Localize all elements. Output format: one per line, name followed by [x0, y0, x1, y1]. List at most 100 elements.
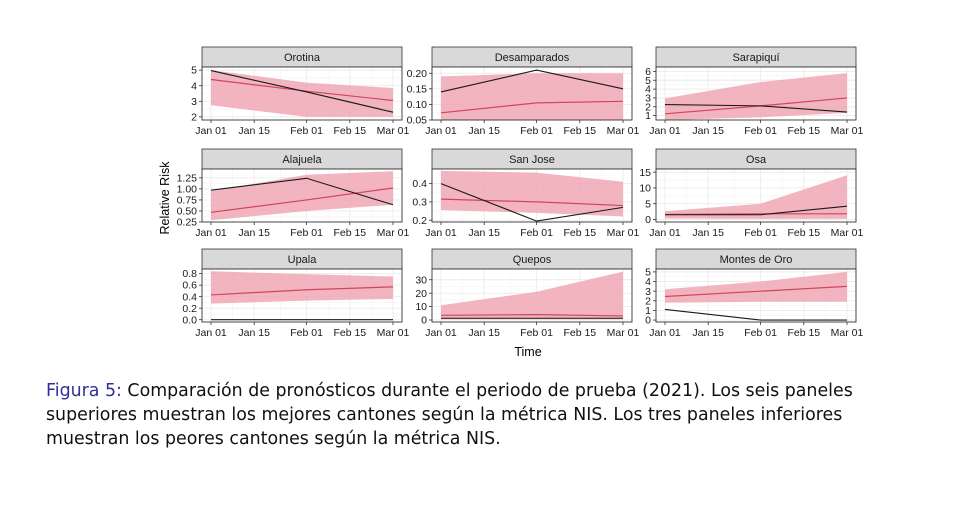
panel-border [431, 66, 633, 121]
observed-line [210, 70, 394, 113]
panel-border [431, 268, 633, 323]
panel-border [655, 168, 857, 223]
prediction-band [441, 73, 623, 120]
x-tick-label: Mar 01 [831, 227, 864, 239]
x-tick-label: Jan 01 [425, 227, 457, 239]
x-tick-label: Jan 01 [195, 327, 227, 339]
x-tick-label: Jan 01 [649, 227, 681, 239]
y-tick-label: 0.0 [182, 314, 197, 326]
x-tick-label: Mar 01 [607, 327, 640, 339]
panel-alajuela: Alajuela 0.250.500.751.001.25 Jan 01 Jan 15… [177, 148, 409, 239]
x-tick-label: Jan 01 [195, 227, 227, 239]
observed-line [665, 205, 848, 216]
panel-san-jose: San Jose 0.2 0.3 0.4 Jan 01 Jan 15 Feb 01 Feb 1… [412, 148, 640, 239]
y-tick-label: 0 [645, 315, 651, 327]
x-tick-label: Feb 15 [333, 125, 366, 137]
y-tick-label: 0 [645, 214, 651, 226]
x-tick-label: Feb 15 [563, 227, 596, 239]
y-tick-label: 1 [645, 110, 651, 122]
forecast-line [664, 285, 848, 298]
y-tick-label: 2 [645, 295, 651, 307]
y-tick-label: 5 [191, 65, 197, 77]
y-tick-label: 30 [415, 274, 427, 286]
y-tick-label: 10 [639, 183, 651, 195]
y-tick-label: 0.25 [177, 217, 198, 229]
forecast-line [440, 100, 624, 114]
observed-line [664, 308, 847, 321]
y-tick-label: 6 [645, 66, 651, 78]
x-tick-label: Feb 01 [290, 227, 323, 239]
y-tick-label: 0.2 [182, 303, 197, 315]
forecast-line [210, 187, 394, 213]
panel-title: Montes de Oro [720, 254, 793, 266]
y-axis-title: Relative Risk [158, 161, 172, 235]
x-tick-label: Feb 01 [520, 227, 553, 239]
panel-border [201, 168, 403, 223]
y-tick-label: 1.00 [177, 183, 198, 195]
caption-text: Comparación de pronósticos durante el pe… [46, 381, 853, 449]
x-axis-title: Time [514, 345, 541, 359]
panel-title: Sarapiquí [732, 52, 779, 64]
x-tick-label: Mar 01 [831, 327, 864, 339]
prediction-band [441, 170, 623, 217]
x-tick-label: Feb 15 [563, 327, 596, 339]
panel-title: Upala [288, 254, 318, 266]
y-tick-label: 3 [645, 93, 651, 105]
x-tick-label: Jan 15 [692, 125, 724, 137]
prediction-band [665, 271, 847, 303]
x-tick-label: Mar 01 [377, 327, 410, 339]
prediction-band [211, 271, 393, 304]
y-tick-label: 0.3 [412, 196, 427, 208]
y-tick-label: 4 [645, 84, 651, 96]
x-tick-label: Jan 15 [468, 227, 500, 239]
x-tick-label: Jan 15 [468, 125, 500, 137]
panel-osa: Osa 0 5 10 15 Jan 01 Jan 15 Feb 01 Feb 15 Mar 01 [639, 148, 864, 239]
x-tick-label: Feb 01 [290, 125, 323, 137]
panel-title: Alajuela [282, 154, 322, 166]
x-tick-label: Feb 01 [520, 125, 553, 137]
panel-title: Orotina [284, 52, 321, 64]
y-tick-label: 5 [645, 75, 651, 87]
x-tick-label: Jan 15 [692, 327, 724, 339]
y-tick-label: 5 [645, 198, 651, 210]
y-tick-label: 0.50 [177, 206, 198, 218]
panel-title: Quepos [513, 254, 552, 266]
y-tick-label: 2 [645, 101, 651, 113]
observed-line [440, 183, 624, 222]
forecast-line [210, 286, 394, 296]
panel-title: San Jose [509, 154, 555, 166]
y-tick-label: 2 [191, 111, 197, 123]
y-tick-label: 0.10 [407, 99, 428, 111]
y-tick-label: 0.05 [407, 115, 428, 127]
x-tick-label: Feb 01 [744, 227, 777, 239]
y-tick-label: 0.20 [407, 68, 428, 80]
y-tick-label: 4 [191, 80, 197, 92]
y-tick-label: 20 [415, 288, 427, 300]
y-tick-label: 0.6 [182, 280, 197, 292]
x-tick-label: Feb 01 [744, 125, 777, 137]
x-tick-label: Mar 01 [607, 227, 640, 239]
panel-title: Osa [746, 154, 767, 166]
panel-upala: Upala 0.00.20.40.60.8 Jan 01 Jan 15 Feb 01 Fe… [182, 248, 410, 339]
observed-line [664, 103, 848, 113]
panel-title: Desamparados [495, 52, 570, 64]
y-tick-label: 5 [645, 266, 651, 278]
x-tick-label: Feb 01 [520, 327, 553, 339]
observed-line [440, 69, 624, 93]
x-tick-label: Feb 15 [787, 125, 820, 137]
y-tick-label: 3 [645, 286, 651, 298]
y-tick-label: 0.75 [177, 195, 198, 207]
x-tick-label: Mar 01 [831, 125, 864, 137]
x-tick-label: Jan 01 [425, 125, 457, 137]
forecast-line [440, 198, 624, 207]
prediction-band [441, 271, 623, 320]
x-tick-label: Jan 15 [468, 327, 500, 339]
x-tick-label: Mar 01 [377, 125, 410, 137]
x-tick-label: Feb 15 [333, 227, 366, 239]
y-tick-label: 0.4 [182, 291, 197, 303]
prediction-band [665, 175, 847, 219]
x-tick-label: Feb 15 [787, 227, 820, 239]
